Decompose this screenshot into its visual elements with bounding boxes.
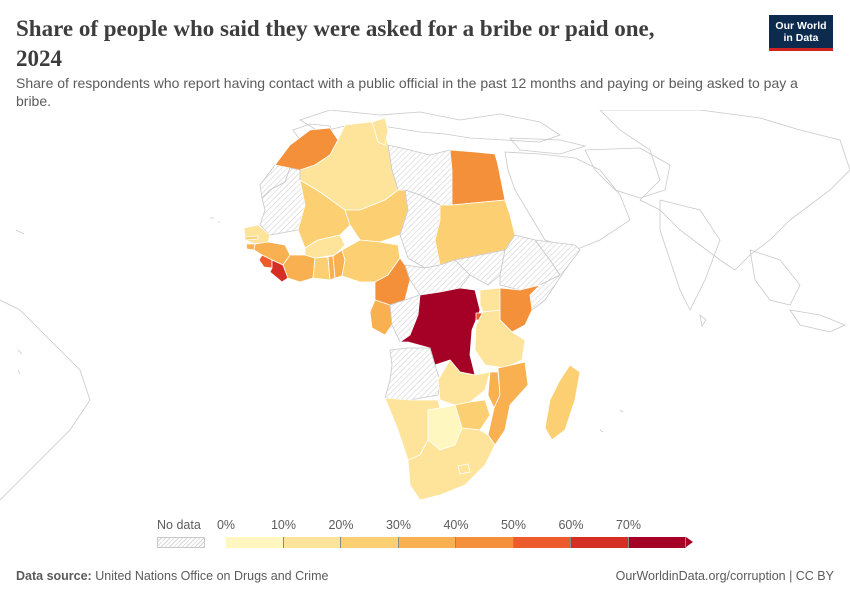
legend-arrow — [686, 537, 693, 547]
country-burkina-faso — [304, 234, 346, 259]
legend-tick: 10% — [270, 518, 297, 532]
southeast-asia-outline — [749, 249, 801, 306]
country-madagascar — [544, 364, 581, 441]
legend-bin-7 — [628, 537, 686, 548]
country-sierra-leone — [258, 254, 273, 269]
footer-link[interactable]: OurWorldinData.org/corruption | CC BY — [615, 569, 834, 583]
legend-bin-3 — [398, 537, 456, 548]
turkey-outline — [509, 137, 587, 155]
legend-tick: 30% — [385, 518, 412, 532]
india-outline — [659, 199, 721, 311]
mascarene-islands — [599, 409, 624, 433]
country-mozambique — [487, 361, 529, 446]
legend-tick: 50% — [500, 518, 527, 532]
country-gambia — [244, 235, 259, 241]
country-zambia — [437, 359, 491, 406]
country-egypt — [449, 149, 506, 206]
atlantic-islands — [15, 217, 220, 375]
middle-east-outline — [504, 151, 631, 251]
country-angola — [384, 347, 441, 401]
legend-tick: 0% — [216, 518, 236, 532]
owid-logo[interactable]: Our World in Data — [769, 15, 833, 51]
legend-tick: 40% — [443, 518, 469, 532]
data-source-label: Data source: — [16, 569, 92, 583]
legend-tick: 20% — [328, 518, 354, 532]
africa-map — [0, 110, 850, 501]
legend-bin-1 — [283, 537, 341, 548]
context-outlines — [0, 110, 850, 501]
legend-no-data-label: No data — [157, 518, 201, 532]
legend-bar-frame — [226, 537, 686, 548]
legend-bin-0 — [226, 537, 284, 548]
legend-tick: 60% — [558, 518, 584, 532]
data-source: Data source: United Nations Office on Dr… — [16, 569, 328, 583]
logo-line-1: Our World — [775, 20, 827, 32]
indonesia-outline — [789, 309, 847, 333]
country-equatorial-guinea-gabon — [369, 299, 393, 336]
country-layer — [243, 117, 581, 501]
country-cote-divoire — [282, 254, 316, 283]
legend-bin-6 — [571, 537, 629, 548]
south-america-outline — [0, 299, 91, 501]
legend-tick: 70% — [615, 518, 642, 532]
legend-bin-2 — [341, 537, 399, 548]
chart-title: Share of people who said they were asked… — [16, 16, 655, 71]
legend-bin-4 — [456, 537, 514, 548]
country-uganda — [479, 287, 501, 313]
logo-line-2: in Data — [783, 32, 819, 44]
country-south-africa — [407, 427, 496, 501]
data-source-text[interactable]: United Nations Office on Drugs and Crime — [95, 569, 329, 583]
country-lesotho — [457, 463, 471, 475]
iran-outline — [584, 147, 671, 199]
chart-subtitle: Share of respondents who report having c… — [16, 75, 798, 109]
country-ghana — [312, 256, 331, 281]
country-tanzania — [474, 309, 526, 369]
country-tunisia — [371, 117, 389, 146]
country-central-african-republic — [404, 259, 471, 296]
sri-lanka-outline — [699, 313, 707, 328]
asia-outline — [599, 110, 850, 271]
legend-no-data-swatch — [157, 537, 205, 548]
legend-bin-5 — [513, 537, 571, 548]
